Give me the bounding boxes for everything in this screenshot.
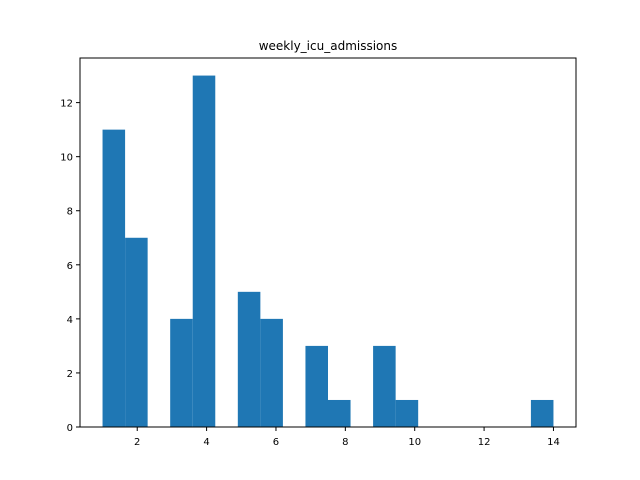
y-tick-label: 8 xyxy=(67,207,73,218)
y-tick-label: 2 xyxy=(67,369,73,380)
chart-title: weekly_icu_admissions xyxy=(259,39,398,53)
histogram-bar xyxy=(102,129,126,427)
histogram-bar xyxy=(170,318,193,427)
histogram-bar xyxy=(305,345,328,427)
y-tick-label: 12 xyxy=(60,99,73,110)
y-tick-label: 6 xyxy=(67,261,73,272)
y-tick-label: 10 xyxy=(60,153,73,164)
x-tick-label: 4 xyxy=(203,437,209,448)
y-tick-label: 0 xyxy=(67,423,73,434)
histogram-bar xyxy=(192,75,216,428)
histogram-bar xyxy=(530,399,554,427)
x-tick-label: 10 xyxy=(408,437,421,448)
histogram-bar xyxy=(237,291,261,427)
x-tick-label: 2 xyxy=(134,437,140,448)
histogram-bar xyxy=(373,345,396,427)
x-tick-label: 14 xyxy=(547,437,560,448)
histogram-bar xyxy=(260,318,283,427)
y-axis: 0 2 4 6 8 10 12 xyxy=(60,99,80,434)
x-axis: 2 4 6 8 10 12 14 xyxy=(134,427,560,448)
y-tick-label: 4 xyxy=(67,315,73,326)
histogram-bar xyxy=(395,399,419,427)
x-tick-label: 12 xyxy=(478,437,491,448)
axes-frame xyxy=(79,57,577,428)
x-tick-label: 6 xyxy=(273,437,279,448)
histogram-bar xyxy=(125,237,148,427)
histogram-bar xyxy=(328,399,351,427)
x-tick-label: 8 xyxy=(342,437,348,448)
bars-layer xyxy=(102,75,554,428)
